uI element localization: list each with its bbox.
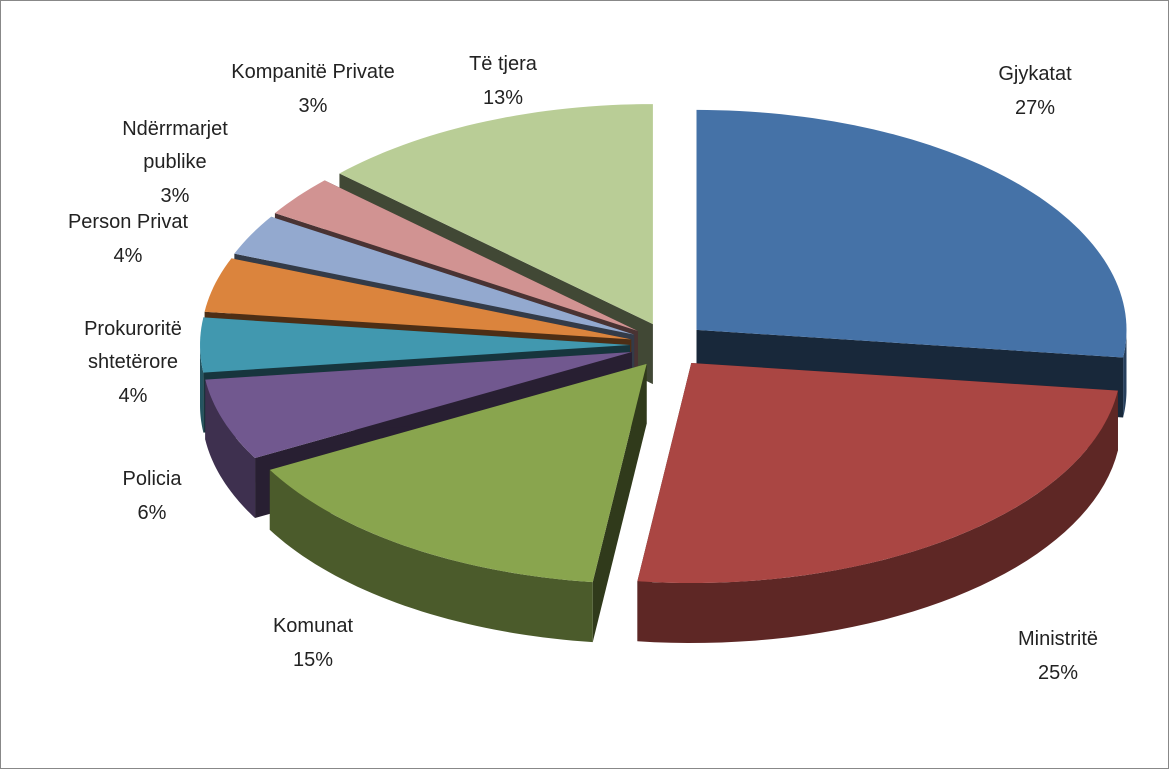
data-label: Të tjera 13% [469,53,538,109]
data-label: Kompanitë Private 3% [231,61,394,117]
pie-slice [637,363,1118,644]
value-label: 4% [119,385,148,407]
slice-side [1123,329,1127,418]
data-label: Ministritë 25% [1018,628,1098,684]
value-label: 3% [161,185,190,207]
category-label-line: shtetërore [88,351,178,373]
category-label: Gjykatat [998,63,1072,85]
slice-top [637,363,1118,584]
data-label: Komunat 15% [273,615,353,671]
category-label: Komunat [273,615,353,637]
slice-top [269,363,647,583]
slice-side [637,390,1118,644]
category-label: Ministritë [1018,628,1098,650]
data-label: Gjykatat 27% [998,63,1072,119]
value-label: 3% [299,95,328,117]
slice-top [274,180,638,332]
category-label: Të tjera [469,53,538,75]
slice-wall [592,363,647,643]
value-label: 27% [1015,97,1055,119]
category-label-line: publike [143,151,206,173]
slice-top [234,216,635,335]
slice-top [204,258,632,340]
slice-top [339,104,653,325]
value-label: 4% [114,245,143,267]
category-label: Person Privat [68,211,188,233]
category-label: Policia [123,468,183,490]
slice-side [200,345,204,433]
pie-slice [269,363,647,643]
value-label: 6% [138,502,167,524]
value-label: 13% [483,87,523,109]
slice-side [205,379,256,519]
slice-top [696,109,1127,358]
slice-top [200,317,630,373]
slice-side [269,469,593,643]
slice-top [205,352,632,459]
value-label: 25% [1038,662,1078,684]
data-label: Person Privat 4% [68,211,188,267]
value-label: 15% [293,649,333,671]
data-label: Policia 6% [123,468,183,524]
category-label: Kompanitë Private [231,61,394,83]
